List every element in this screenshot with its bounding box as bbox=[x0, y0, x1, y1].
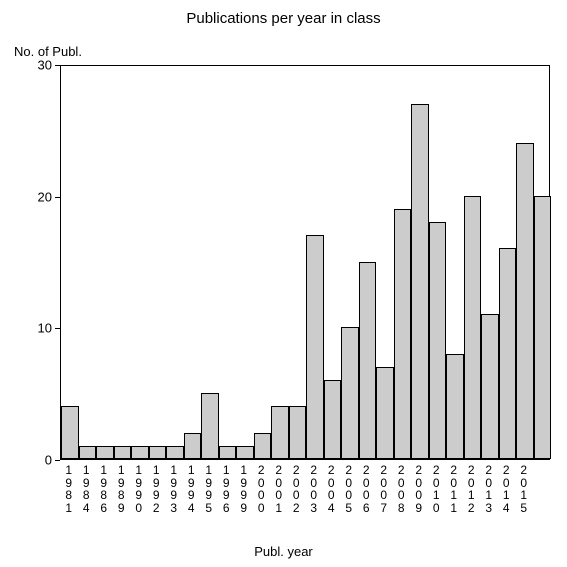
y-tick-label: 20 bbox=[30, 189, 52, 204]
x-tick-label: 1 9 8 9 bbox=[113, 464, 131, 514]
bar bbox=[96, 446, 114, 459]
x-tick-label: 2 0 0 1 bbox=[270, 464, 288, 514]
x-tick-label: 2 0 0 5 bbox=[340, 464, 358, 514]
bar bbox=[289, 406, 307, 459]
x-tick-label: 2 0 1 1 bbox=[445, 464, 463, 514]
x-tick-label: 2 0 0 6 bbox=[358, 464, 376, 514]
x-tick-label: 2 0 1 4 bbox=[498, 464, 516, 514]
bar bbox=[534, 196, 552, 459]
x-tick-label: 2 0 0 0 bbox=[253, 464, 271, 514]
y-tick-mark bbox=[55, 197, 60, 198]
x-tick-label: 2 0 0 3 bbox=[305, 464, 323, 514]
x-tick-label: 2 0 1 2 bbox=[463, 464, 481, 514]
x-tick-label: 1 9 9 5 bbox=[200, 464, 218, 514]
bar bbox=[499, 248, 517, 459]
x-tick-label: 1 9 8 1 bbox=[60, 464, 78, 514]
y-tick-mark bbox=[55, 460, 60, 461]
bar bbox=[411, 104, 429, 460]
x-tick-label: 2 0 1 5 bbox=[515, 464, 533, 514]
bar bbox=[166, 446, 184, 459]
bar bbox=[201, 393, 219, 459]
x-tick-label: 1 9 9 4 bbox=[183, 464, 201, 514]
x-tick-label: 2 0 0 8 bbox=[393, 464, 411, 514]
bar bbox=[446, 354, 464, 459]
bar bbox=[359, 262, 377, 460]
bar bbox=[184, 433, 202, 459]
chart-container: Publications per year in class No. of Pu… bbox=[0, 0, 567, 567]
bar bbox=[219, 446, 237, 459]
x-tick-label: 1 9 8 6 bbox=[95, 464, 113, 514]
bar bbox=[114, 446, 132, 459]
bar bbox=[149, 446, 167, 459]
x-tick-label: 2 0 1 0 bbox=[428, 464, 446, 514]
bar bbox=[254, 433, 272, 459]
bar bbox=[341, 327, 359, 459]
bar bbox=[376, 367, 394, 459]
x-tick-label: 1 9 9 2 bbox=[148, 464, 166, 514]
x-tick-label: 2 0 0 7 bbox=[375, 464, 393, 514]
bar bbox=[429, 222, 447, 459]
y-tick-mark bbox=[55, 65, 60, 66]
bar bbox=[271, 406, 289, 459]
y-tick-label: 10 bbox=[30, 321, 52, 336]
x-tick-label: 1 9 9 9 bbox=[235, 464, 253, 514]
x-tick-label: 1 9 9 6 bbox=[218, 464, 236, 514]
x-tick-label: 1 9 8 4 bbox=[78, 464, 96, 514]
chart-title: Publications per year in class bbox=[0, 10, 567, 27]
bar bbox=[131, 446, 149, 459]
y-tick-label: 0 bbox=[30, 453, 52, 468]
x-axis-title: Publ. year bbox=[0, 544, 567, 559]
bar bbox=[306, 235, 324, 459]
bar bbox=[516, 143, 534, 459]
bar bbox=[464, 196, 482, 459]
y-tick-label: 30 bbox=[30, 58, 52, 73]
x-tick-label: 2 0 0 4 bbox=[323, 464, 341, 514]
x-tick-label: 1 9 9 3 bbox=[165, 464, 183, 514]
bar bbox=[236, 446, 254, 459]
bar bbox=[79, 446, 97, 459]
bar bbox=[61, 406, 79, 459]
plot-area bbox=[60, 65, 550, 460]
bar bbox=[324, 380, 342, 459]
x-tick-label: 2 0 0 2 bbox=[288, 464, 306, 514]
bar bbox=[481, 314, 499, 459]
x-tick-label: 2 0 1 3 bbox=[480, 464, 498, 514]
x-tick-label: 1 9 9 0 bbox=[130, 464, 148, 514]
y-tick-mark bbox=[55, 328, 60, 329]
bar bbox=[394, 209, 412, 459]
x-tick-label: 2 0 0 9 bbox=[410, 464, 428, 514]
